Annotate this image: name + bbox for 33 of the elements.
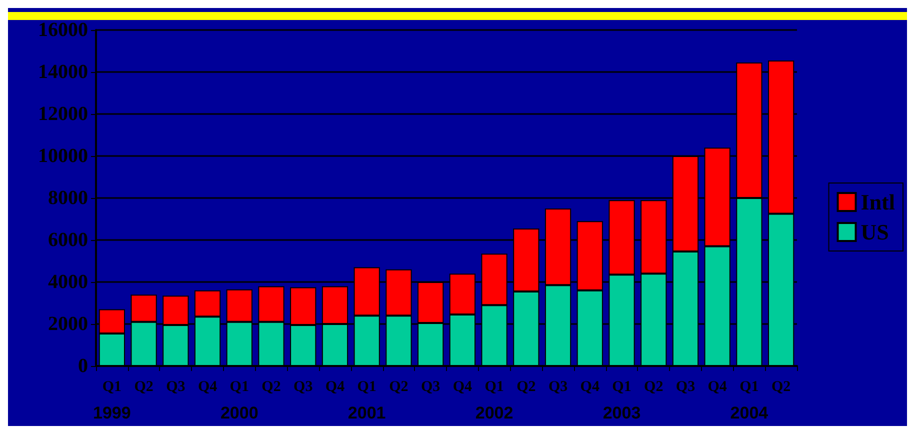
y-tick-label: 4000: [48, 271, 88, 293]
y-tick-label: 6000: [48, 229, 88, 251]
x-tick-label: Q4: [325, 379, 346, 395]
x-tick-label: Q4: [452, 379, 473, 395]
y-tick-label: 16000: [38, 19, 88, 41]
x-tick-label: Q1 2001: [348, 379, 386, 422]
x-tick-label: Q1 2003: [602, 379, 641, 422]
x-tick-label: Q3: [420, 379, 440, 395]
y-tick-label: 10000: [38, 145, 88, 167]
x-tick-label: Q3: [676, 379, 696, 395]
x-tick-label: Q2: [389, 379, 408, 395]
legend-label: US: [860, 220, 889, 244]
x-tick-label: Q1 2000: [220, 379, 258, 422]
x-tick-label: Q4: [708, 379, 728, 395]
x-tick-label: Q1 2002: [475, 379, 514, 422]
x-tick-label: Q2: [134, 379, 154, 395]
x-tick-label: Q3: [294, 379, 313, 395]
y-tick-label: 12000: [38, 103, 88, 125]
x-tick-label: Q1 2004: [730, 379, 769, 422]
x-tick-label: Q4: [580, 379, 600, 395]
y-tick-label: 2000: [48, 313, 88, 335]
x-tick-label: Q3: [166, 379, 186, 395]
legend-label: Intl: [860, 190, 896, 214]
x-tick-label: Q2: [644, 379, 664, 395]
y-tick-label: 14000: [38, 61, 88, 83]
x-tick-label: Q2: [771, 379, 791, 395]
x-tick-label: Q1 1999: [93, 379, 131, 422]
y-tick-label: 0: [78, 355, 88, 377]
x-tick-label: Q2: [516, 379, 536, 395]
x-tick-label: Q4: [198, 379, 218, 395]
x-tick-label: Q2: [262, 379, 281, 395]
x-tick-label: Q3: [548, 379, 568, 395]
y-tick-label: 8000: [48, 187, 88, 209]
